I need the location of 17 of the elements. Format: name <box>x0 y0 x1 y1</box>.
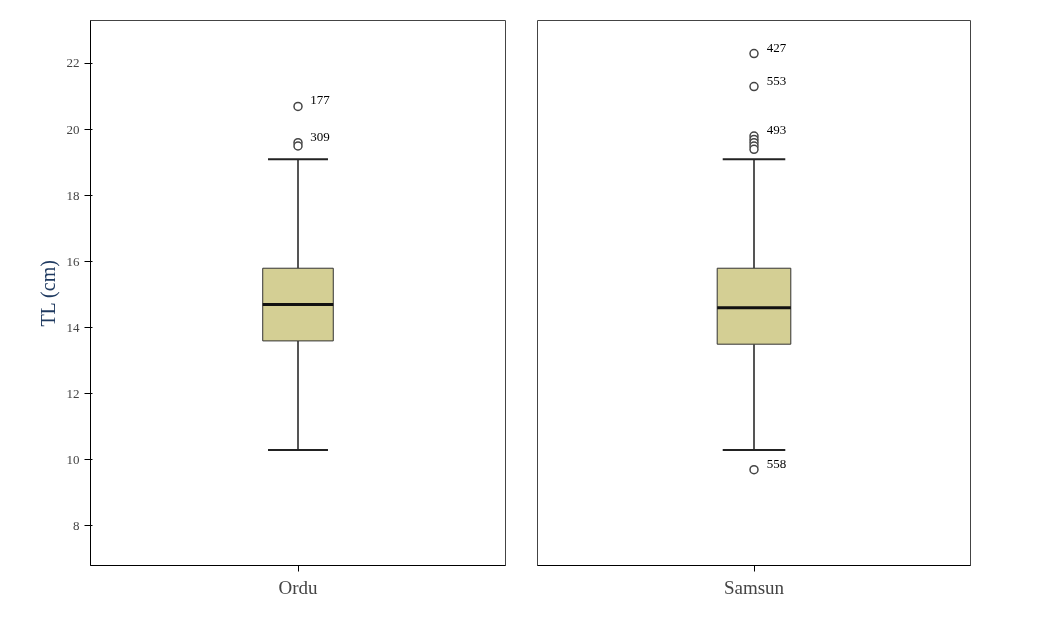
y-tick-label: 16 <box>66 253 80 269</box>
annotation: 553 <box>766 72 787 88</box>
y-tick-label: 8 <box>73 517 80 533</box>
annotation: 427 <box>766 39 787 55</box>
annotation: 493 <box>766 122 787 138</box>
x-tick-label: Ordu <box>278 576 319 598</box>
y-tick-label: 10 <box>66 451 80 467</box>
annotation: 309 <box>310 128 330 144</box>
y-tick-label: 22 <box>66 55 80 71</box>
annotation: 558 <box>766 455 787 471</box>
y-tick-label: 20 <box>66 121 80 137</box>
annotation: 177 <box>310 92 331 108</box>
y-axis-title: TL (cm) <box>36 260 60 327</box>
x-tick-label: Samsun <box>723 576 785 598</box>
y-tick-label: 12 <box>66 385 80 401</box>
y-tick-label: 18 <box>66 187 80 203</box>
y-tick-label: 14 <box>66 319 80 335</box>
